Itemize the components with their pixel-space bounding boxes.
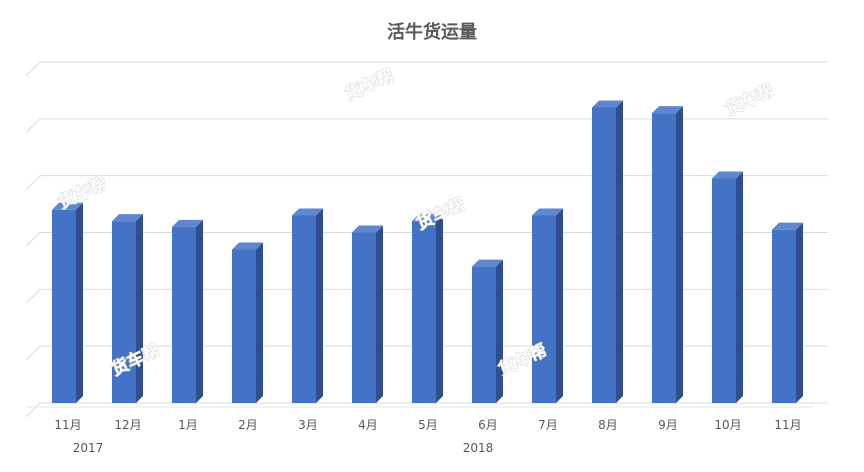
bar-side [796, 222, 803, 403]
bar-front [532, 215, 556, 403]
bar-side [376, 225, 383, 403]
x-tick-label: 9月 [658, 418, 678, 432]
bar-front [412, 221, 436, 403]
bar-side [136, 214, 143, 403]
bar-top [52, 202, 83, 210]
bar-side [76, 202, 83, 403]
bar-top [772, 222, 803, 230]
bar-top [472, 259, 503, 267]
gridline-slant [25, 288, 41, 304]
bar-front [112, 221, 136, 403]
bar-front [652, 113, 676, 404]
x-tick-label: 8月 [598, 418, 618, 432]
bar [112, 214, 143, 403]
bar [532, 208, 563, 403]
bar-front [292, 215, 316, 403]
bar-front [712, 178, 736, 403]
bar-top [292, 208, 323, 216]
bar-top [172, 219, 203, 227]
bar-side [496, 259, 503, 403]
bar-top [412, 214, 443, 222]
bar-side [436, 214, 443, 403]
bar-top [592, 100, 623, 108]
x-tick-label: 12月 [114, 418, 141, 432]
bar-side [316, 208, 323, 403]
bar-front [772, 229, 796, 403]
bar-side [196, 219, 203, 403]
x-tick-label: 11月 [774, 418, 801, 432]
bar [652, 106, 683, 404]
x-tick-label: 6月 [478, 418, 498, 432]
bar [472, 259, 503, 403]
bar-front [472, 266, 496, 403]
bar [172, 219, 203, 403]
x-tick-label: 7月 [538, 418, 558, 432]
watermark-text: 货车帮 [722, 80, 777, 121]
x-tick-label: 4月 [358, 418, 378, 432]
bar [232, 242, 263, 403]
bar-side [676, 106, 683, 404]
x-tick-label: 1月 [178, 418, 198, 432]
bar-top [352, 225, 383, 233]
gridline-slant [25, 345, 41, 361]
bar [412, 214, 443, 403]
gridline-slant [25, 232, 41, 247]
bar-side [256, 242, 263, 403]
year-label-2018: 2018 [463, 441, 494, 455]
bar-side [736, 171, 743, 403]
bar-top [532, 208, 563, 216]
bar-front [172, 226, 196, 403]
bar-side [556, 208, 563, 403]
bar [52, 202, 83, 403]
year-label-2017: 2017 [73, 441, 104, 455]
bar-top [652, 106, 683, 114]
x-tick-label: 10月 [714, 418, 741, 432]
bar [712, 171, 743, 403]
bar-top [712, 171, 743, 179]
bar [592, 100, 623, 403]
bar-front [352, 232, 376, 403]
x-tick-label: 5月 [418, 418, 438, 432]
bar-side [616, 100, 623, 403]
gridline-slant [25, 61, 41, 77]
bar [772, 222, 803, 403]
chart-title: 活牛货运量 [387, 21, 477, 43]
bars [52, 100, 803, 404]
bar-front [592, 107, 616, 403]
watermark-text: 货车帮 [342, 65, 397, 106]
bar-front [52, 209, 76, 403]
x-axis-labels: 11月 12月 1月 2月 3月 4月 5月 6月 7月 8月 9月 10月 11月 [54, 418, 801, 432]
gridline-slant [25, 402, 41, 418]
bar [352, 225, 383, 403]
bar [292, 208, 323, 403]
bar-front [232, 249, 256, 403]
x-tick-label: 3月 [298, 418, 318, 432]
x-tick-label: 2月 [238, 418, 258, 432]
gridline-slant [25, 118, 41, 134]
bar-top [112, 214, 143, 222]
gridline-slant [25, 175, 41, 191]
x-tick-label: 11月 [54, 418, 81, 432]
bar-top [232, 242, 263, 250]
